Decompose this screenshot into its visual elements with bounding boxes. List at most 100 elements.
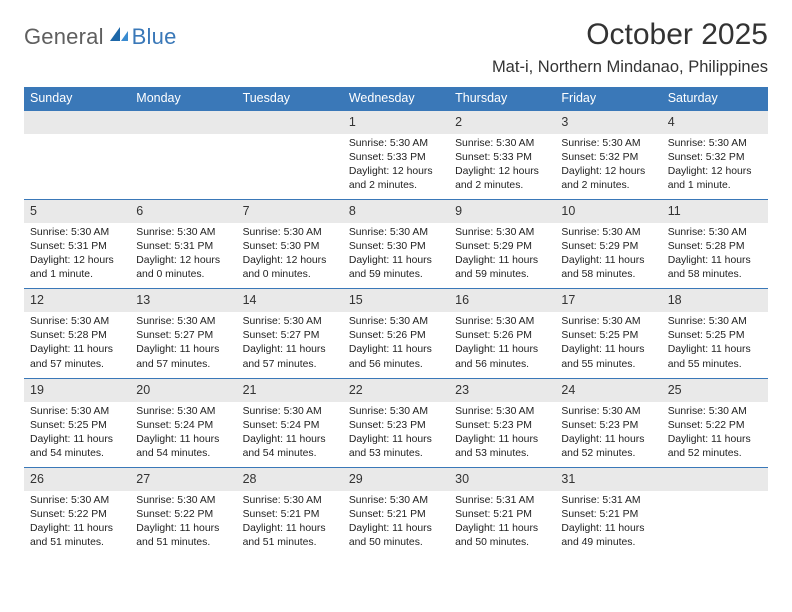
weekday-header: Friday	[555, 87, 661, 110]
day-cell: 1Sunrise: 5:30 AMSunset: 5:33 PMDaylight…	[343, 111, 449, 199]
day-number-bar: 17	[555, 289, 661, 312]
day-cell: 3Sunrise: 5:30 AMSunset: 5:32 PMDaylight…	[555, 111, 661, 199]
calendar-page: General Blue October 2025 Mat-i, Norther…	[0, 0, 792, 556]
day-number: 18	[668, 293, 682, 307]
daylight-text: Daylight: 11 hours and 51 minutes.	[30, 522, 124, 550]
daylight-text: Daylight: 12 hours and 2 minutes.	[561, 165, 655, 193]
day-number-bar: 23	[449, 379, 555, 402]
sunset-text: Sunset: 5:27 PM	[136, 329, 230, 343]
day-number-bar: 15	[343, 289, 449, 312]
day-body: Sunrise: 5:30 AMSunset: 5:22 PMDaylight:…	[662, 402, 768, 467]
sunrise-text: Sunrise: 5:30 AM	[561, 315, 655, 329]
day-body: Sunrise: 5:30 AMSunset: 5:29 PMDaylight:…	[555, 223, 661, 288]
sunset-text: Sunset: 5:23 PM	[349, 419, 443, 433]
day-cell: 18Sunrise: 5:30 AMSunset: 5:25 PMDayligh…	[662, 289, 768, 377]
sunset-text: Sunset: 5:32 PM	[668, 151, 762, 165]
sunset-text: Sunset: 5:21 PM	[561, 508, 655, 522]
sunrise-text: Sunrise: 5:30 AM	[561, 405, 655, 419]
sunrise-text: Sunrise: 5:30 AM	[455, 137, 549, 151]
day-number: 19	[30, 383, 44, 397]
day-number: 8	[349, 204, 356, 218]
day-number: 22	[349, 383, 363, 397]
day-number-bar: 20	[130, 379, 236, 402]
title-block: October 2025 Mat-i, Northern Mindanao, P…	[492, 18, 768, 77]
day-cell: 16Sunrise: 5:30 AMSunset: 5:26 PMDayligh…	[449, 289, 555, 377]
daylight-text: Daylight: 11 hours and 50 minutes.	[349, 522, 443, 550]
day-number: 11	[668, 204, 681, 218]
day-number-bar: 14	[237, 289, 343, 312]
sunset-text: Sunset: 5:25 PM	[561, 329, 655, 343]
day-number-bar: .	[130, 111, 236, 134]
day-body: Sunrise: 5:31 AMSunset: 5:21 PMDaylight:…	[449, 491, 555, 556]
sunset-text: Sunset: 5:22 PM	[668, 419, 762, 433]
day-number-bar: 24	[555, 379, 661, 402]
day-number: 3	[561, 115, 568, 129]
day-number: 25	[668, 383, 682, 397]
day-number: 23	[455, 383, 469, 397]
daylight-text: Daylight: 12 hours and 2 minutes.	[455, 165, 549, 193]
day-number-bar: 10	[555, 200, 661, 223]
day-body: Sunrise: 5:30 AMSunset: 5:27 PMDaylight:…	[237, 312, 343, 377]
week-row: 19 Sunrise: 5:30 AMSunset: 5:25 PMDayligh…	[24, 378, 768, 467]
day-body: Sunrise: 5:30 AMSunset: 5:25 PMDaylight:…	[24, 402, 130, 467]
sunset-text: Sunset: 5:21 PM	[243, 508, 337, 522]
day-cell: 21Sunrise: 5:30 AMSunset: 5:24 PMDayligh…	[237, 379, 343, 467]
day-number-bar: 27	[130, 468, 236, 491]
day-number: 24	[561, 383, 575, 397]
day-body: Sunrise: 5:30 AMSunset: 5:33 PMDaylight:…	[343, 134, 449, 199]
day-cell: 5Sunrise: 5:30 AMSunset: 5:31 PMDaylight…	[24, 200, 130, 288]
day-body: Sunrise: 5:30 AMSunset: 5:24 PMDaylight:…	[130, 402, 236, 467]
day-number: 7	[243, 204, 250, 218]
sunrise-text: Sunrise: 5:30 AM	[243, 494, 337, 508]
sunset-text: Sunset: 5:30 PM	[243, 240, 337, 254]
calendar-grid: Sunday Monday Tuesday Wednesday Thursday…	[24, 87, 768, 556]
sunset-text: Sunset: 5:33 PM	[349, 151, 443, 165]
daylight-text: Daylight: 12 hours and 1 minute.	[668, 165, 762, 193]
day-number: 21	[243, 383, 257, 397]
sunrise-text: Sunrise: 5:30 AM	[243, 226, 337, 240]
daylight-text: Daylight: 11 hours and 56 minutes.	[455, 343, 549, 371]
day-number: 14	[243, 293, 257, 307]
day-body: Sunrise: 5:30 AMSunset: 5:30 PMDaylight:…	[237, 223, 343, 288]
day-number-bar: .	[237, 111, 343, 134]
month-title: October 2025	[492, 18, 768, 52]
sunrise-text: Sunrise: 5:30 AM	[668, 315, 762, 329]
sunrise-text: Sunrise: 5:30 AM	[455, 315, 549, 329]
day-cell: .	[24, 111, 130, 199]
day-cell: 27Sunrise: 5:30 AMSunset: 5:22 PMDayligh…	[130, 468, 236, 556]
day-number-bar: .	[24, 111, 130, 134]
day-number-bar: 13	[130, 289, 236, 312]
day-cell: 25 Sunrise: 5:30 AMSunset: 5:22 PMDayligh…	[662, 379, 768, 467]
sunset-text: Sunset: 5:31 PM	[136, 240, 230, 254]
day-number-bar: 19	[24, 379, 130, 402]
sunrise-text: Sunrise: 5:30 AM	[668, 226, 762, 240]
day-number-bar: 8	[343, 200, 449, 223]
sunset-text: Sunset: 5:28 PM	[668, 240, 762, 254]
daylight-text: Daylight: 11 hours and 52 minutes.	[561, 433, 655, 461]
day-body: Sunrise: 5:30 AMSunset: 5:23 PMDaylight:…	[343, 402, 449, 467]
sunrise-text: Sunrise: 5:30 AM	[243, 315, 337, 329]
daylight-text: Daylight: 11 hours and 53 minutes.	[455, 433, 549, 461]
day-cell: 28Sunrise: 5:30 AMSunset: 5:21 PMDayligh…	[237, 468, 343, 556]
week-row: ...1Sunrise: 5:30 AMSunset: 5:33 PMDayli…	[24, 110, 768, 199]
header: General Blue October 2025 Mat-i, Norther…	[24, 18, 768, 77]
day-cell: 4Sunrise: 5:30 AMSunset: 5:32 PMDaylight…	[662, 111, 768, 199]
day-body: Sunrise: 5:30 AMSunset: 5:27 PMDaylight:…	[130, 312, 236, 377]
weekday-header-row: Sunday Monday Tuesday Wednesday Thursday…	[24, 87, 768, 110]
day-body: Sunrise: 5:30 AMSunset: 5:30 PMDaylight:…	[343, 223, 449, 288]
day-number-bar: 2	[449, 111, 555, 134]
day-number-bar: 4	[662, 111, 768, 134]
sunrise-text: Sunrise: 5:30 AM	[30, 226, 124, 240]
day-number: 10	[561, 204, 575, 218]
sunrise-text: Sunrise: 5:30 AM	[561, 226, 655, 240]
sunrise-text: Sunrise: 5:30 AM	[668, 405, 762, 419]
weekday-header: Saturday	[662, 87, 768, 110]
day-cell: 10 Sunrise: 5:30 AMSunset: 5:29 PMDayligh…	[555, 200, 661, 288]
day-cell: .	[237, 111, 343, 199]
sunset-text: Sunset: 5:22 PM	[136, 508, 230, 522]
day-number-bar: 21	[237, 379, 343, 402]
day-body: Sunrise: 5:30 AMSunset: 5:26 PMDaylight:…	[343, 312, 449, 377]
day-cell: .	[662, 468, 768, 556]
daylight-text: Daylight: 11 hours and 51 minutes.	[243, 522, 337, 550]
sunrise-text: Sunrise: 5:30 AM	[349, 315, 443, 329]
